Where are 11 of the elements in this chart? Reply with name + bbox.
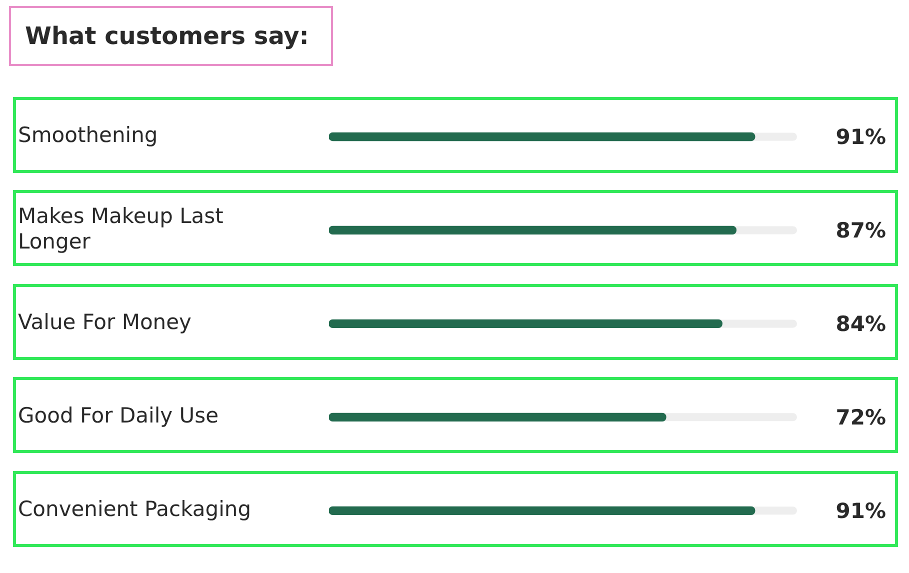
y-tick-label: Makes Makeup Last Longer [18,204,224,254]
data-label: 72% [836,406,886,430]
data-label: 84% [836,312,886,336]
y-tick-label: Convenient Packaging [18,497,252,522]
chart-title: What customers say: [9,6,333,66]
data-label: 87% [836,218,886,243]
y-tick-label: Value For Money [18,310,192,334]
y-tick-label: Good For Daily Use [18,404,219,428]
data-label: 91% [836,125,886,150]
y-tick-label: Smoothening [18,123,158,148]
data-label: 91% [836,499,886,524]
